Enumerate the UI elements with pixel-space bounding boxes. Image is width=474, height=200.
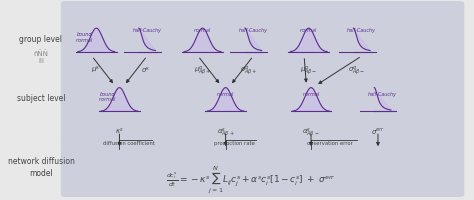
Polygon shape xyxy=(101,88,138,112)
Text: group level: group level xyxy=(19,34,63,43)
Polygon shape xyxy=(184,29,221,52)
Text: half-Cauchy: half-Cauchy xyxy=(347,28,376,33)
Text: $\sigma^\alpha_{A\beta+}$: $\sigma^\alpha_{A\beta+}$ xyxy=(240,64,257,78)
Text: $\alpha^s_{A\beta+}$: $\alpha^s_{A\beta+}$ xyxy=(217,126,235,139)
Text: normal: normal xyxy=(300,28,318,33)
Text: normal: normal xyxy=(302,91,319,96)
Text: $\mu^\alpha_{A\beta-}$: $\mu^\alpha_{A\beta-}$ xyxy=(300,64,318,78)
Text: $\kappa^s$: $\kappa^s$ xyxy=(115,126,124,136)
Text: $\sigma^\alpha_{A\beta-}$: $\sigma^\alpha_{A\beta-}$ xyxy=(348,64,366,78)
Text: diffusion coefficient: diffusion coefficient xyxy=(103,140,155,145)
FancyBboxPatch shape xyxy=(61,2,465,77)
Text: $\sigma^{err}$: $\sigma^{err}$ xyxy=(371,126,385,136)
Text: ñÑÑ
iii: ñÑÑ iii xyxy=(34,50,48,63)
Text: bound
normal: bound normal xyxy=(99,91,117,102)
Polygon shape xyxy=(290,29,327,52)
Text: $\frac{dc_i^s}{dt} = -\kappa^s \sum_{j=1}^{N} L_{ij} c_j^s + \alpha^s c_i^s [1 -: $\frac{dc_i^s}{dt} = -\kappa^s \sum_{j=1… xyxy=(166,164,336,194)
Text: $\mu^\alpha_{A\beta+}$: $\mu^\alpha_{A\beta+}$ xyxy=(194,64,211,78)
Text: $\mu^\kappa$: $\mu^\kappa$ xyxy=(91,64,101,75)
FancyBboxPatch shape xyxy=(61,73,465,139)
Polygon shape xyxy=(374,88,391,110)
Text: network diffusion
model: network diffusion model xyxy=(8,157,74,177)
Text: bound
normal: bound normal xyxy=(76,32,93,43)
Text: $\alpha^s_{A\beta-}$: $\alpha^s_{A\beta-}$ xyxy=(302,126,320,139)
Text: subject level: subject level xyxy=(17,94,65,103)
Text: normal: normal xyxy=(217,91,234,96)
Polygon shape xyxy=(354,29,370,51)
Text: half-Cauchy: half-Cauchy xyxy=(368,91,397,96)
Polygon shape xyxy=(139,29,155,51)
Text: normal: normal xyxy=(194,28,211,33)
Polygon shape xyxy=(78,29,115,52)
Polygon shape xyxy=(292,88,329,112)
Text: half-Cauchy: half-Cauchy xyxy=(133,28,162,33)
Text: $\sigma^\kappa$: $\sigma^\kappa$ xyxy=(141,64,151,74)
Polygon shape xyxy=(245,29,262,51)
Text: observation error: observation error xyxy=(307,140,352,145)
Text: production rate: production rate xyxy=(214,140,255,145)
Polygon shape xyxy=(207,88,244,112)
FancyBboxPatch shape xyxy=(61,136,465,197)
Text: half-Cauchy: half-Cauchy xyxy=(239,28,268,33)
